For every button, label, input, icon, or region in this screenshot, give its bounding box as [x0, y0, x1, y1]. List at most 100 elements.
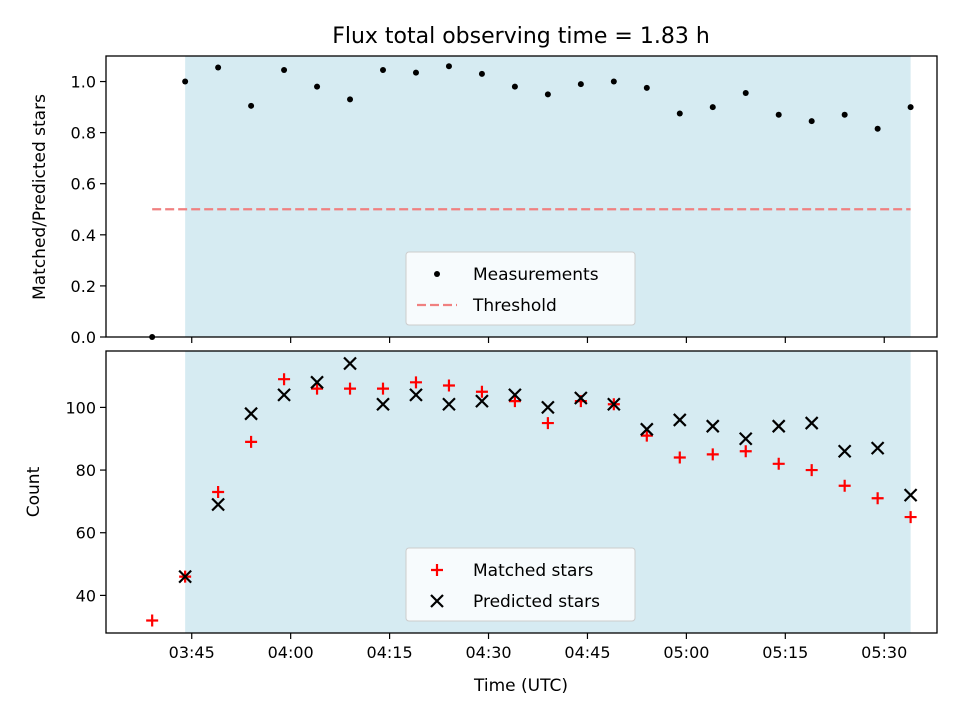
x-axis-label: Time (UTC)	[473, 676, 568, 696]
predicted-star-point	[541, 400, 555, 415]
legend-marker	[431, 564, 443, 576]
x-tick-label: 04:45	[564, 643, 610, 662]
measurement-point	[610, 78, 617, 85]
measurement-point	[314, 83, 321, 90]
legend-box	[405, 547, 636, 622]
measurement-point	[907, 104, 914, 111]
matched-star-point	[541, 417, 554, 430]
predicted-star-point	[178, 569, 192, 584]
measurement-point	[511, 83, 518, 90]
measurement-point	[347, 96, 354, 103]
matched-star-point	[344, 382, 357, 395]
predicted-star-point	[409, 388, 423, 402]
predicted-star-point	[738, 431, 753, 446]
predicted-star-point	[870, 441, 885, 455]
measurement-point	[544, 91, 551, 98]
x-tick-label: 05:15	[762, 643, 808, 662]
axes-frame	[105, 55, 938, 338]
measurement-point	[281, 67, 288, 74]
measurement-point	[248, 102, 255, 109]
top-ylabel: Matched/Predicted stars	[30, 94, 50, 300]
measurement-point	[445, 63, 452, 70]
x-tick-label: 04:00	[268, 643, 314, 662]
matched-star-point	[245, 435, 258, 448]
predicted-star-point	[574, 391, 588, 405]
series-matched-stars	[146, 373, 917, 627]
x-tick-label: 03:45	[169, 643, 215, 662]
predicted-star-point	[804, 416, 819, 430]
predicted-star-point	[673, 413, 687, 427]
predicted-star-point	[277, 388, 291, 402]
matched-star-point	[212, 486, 225, 498]
predicted-star-point	[903, 488, 918, 502]
x-tick-label: 05:30	[861, 643, 907, 662]
x-tick-label: 04:30	[465, 643, 511, 662]
predicted-star-point	[640, 422, 654, 437]
predicted-star-point	[442, 397, 456, 412]
matched-star-point	[377, 382, 389, 395]
x-tick-label: 04:15	[367, 643, 413, 662]
matched-star-point	[772, 457, 785, 470]
matched-star-point	[706, 448, 719, 461]
y-tick-label: 40	[76, 586, 96, 605]
legend: Measurements Threshold	[405, 251, 636, 326]
measurement-point	[775, 111, 782, 118]
y-tick-label: 80	[76, 461, 96, 480]
matched-star-point	[146, 614, 159, 627]
y-tick-label: 0.2	[71, 277, 96, 296]
y-tick-label: 0.0	[71, 328, 96, 347]
legend-label: Matched stars	[473, 561, 593, 581]
legend: Matched stars Predicted stars	[405, 547, 636, 622]
legend-marker	[434, 271, 440, 277]
measurement-point	[380, 67, 386, 74]
predicted-star-point	[771, 419, 786, 433]
matched-star-point	[409, 376, 422, 389]
matched-star-point	[871, 492, 884, 505]
matched-star-point	[904, 511, 917, 524]
series-measurements	[149, 63, 914, 340]
bottom-ylabel: Count	[24, 466, 44, 517]
predicted-star-point	[837, 444, 852, 459]
predicted-star-point	[376, 397, 390, 412]
y-tick-label: 1.0	[71, 73, 96, 92]
matched-star-point	[442, 379, 455, 392]
predicted-star-point	[607, 397, 621, 412]
legend-marker	[430, 594, 444, 608]
measurement-point	[215, 64, 222, 71]
predicted-star-point	[211, 497, 225, 512]
legend-box	[405, 251, 636, 326]
matched-star-point	[278, 373, 291, 386]
y-tick-label: 0.6	[71, 175, 96, 194]
matched-star-point	[739, 445, 752, 458]
matched-star-point	[475, 385, 488, 398]
top-panel: 0.0 0.2 0.4 0.6 0.8 1.0 Measurements Threshold	[71, 55, 938, 347]
y-tick-label: 100	[65, 398, 96, 417]
axes-frame	[105, 350, 938, 634]
measurement-point	[577, 81, 584, 88]
matched-star-point	[838, 479, 851, 492]
predicted-star-point	[244, 406, 258, 421]
predicted-star-point	[508, 388, 522, 402]
measurement-point	[182, 78, 189, 85]
matched-star-point	[673, 451, 686, 464]
predicted-star-point	[310, 375, 324, 390]
matched-star-point	[640, 429, 653, 442]
measurement-point	[709, 104, 716, 111]
measurement-point	[676, 110, 683, 117]
matched-star-point	[508, 395, 521, 408]
measurement-point	[478, 70, 485, 77]
predicted-star-point	[705, 419, 720, 433]
predicted-star-point	[343, 356, 357, 371]
y-tick-label: 60	[76, 524, 96, 543]
y-tick-label: 0.4	[71, 226, 96, 245]
measurement-point	[841, 111, 848, 118]
matched-star-point	[311, 382, 324, 395]
legend-label: Measurements	[473, 265, 599, 285]
y-tick-label: 0.8	[71, 124, 96, 143]
bottom-panel: 40 60 80 100 03:45 04:00 04:15 04:30 04:45 05:00 0…	[65, 350, 938, 662]
legend-label: Threshold	[472, 296, 557, 316]
measurement-point	[742, 90, 749, 97]
predicted-star-point	[475, 394, 489, 408]
matched-star-point	[805, 464, 818, 477]
